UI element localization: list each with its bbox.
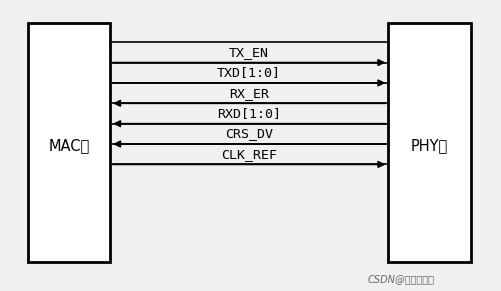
Bar xyxy=(388,23,471,262)
Text: RX_ER: RX_ER xyxy=(229,87,269,100)
Text: RXD[1:0]: RXD[1:0] xyxy=(217,107,281,120)
Text: CRS_DV: CRS_DV xyxy=(225,127,273,140)
Text: TX_EN: TX_EN xyxy=(229,46,269,59)
Text: TXD[1:0]: TXD[1:0] xyxy=(217,66,281,79)
Text: CLK_REF: CLK_REF xyxy=(221,148,277,161)
Text: CSDN@江妹是弟弟: CSDN@江妹是弟弟 xyxy=(367,274,434,284)
Text: PHY侧: PHY侧 xyxy=(411,138,448,153)
Bar xyxy=(28,23,110,262)
Text: MAC侧: MAC侧 xyxy=(48,138,90,153)
